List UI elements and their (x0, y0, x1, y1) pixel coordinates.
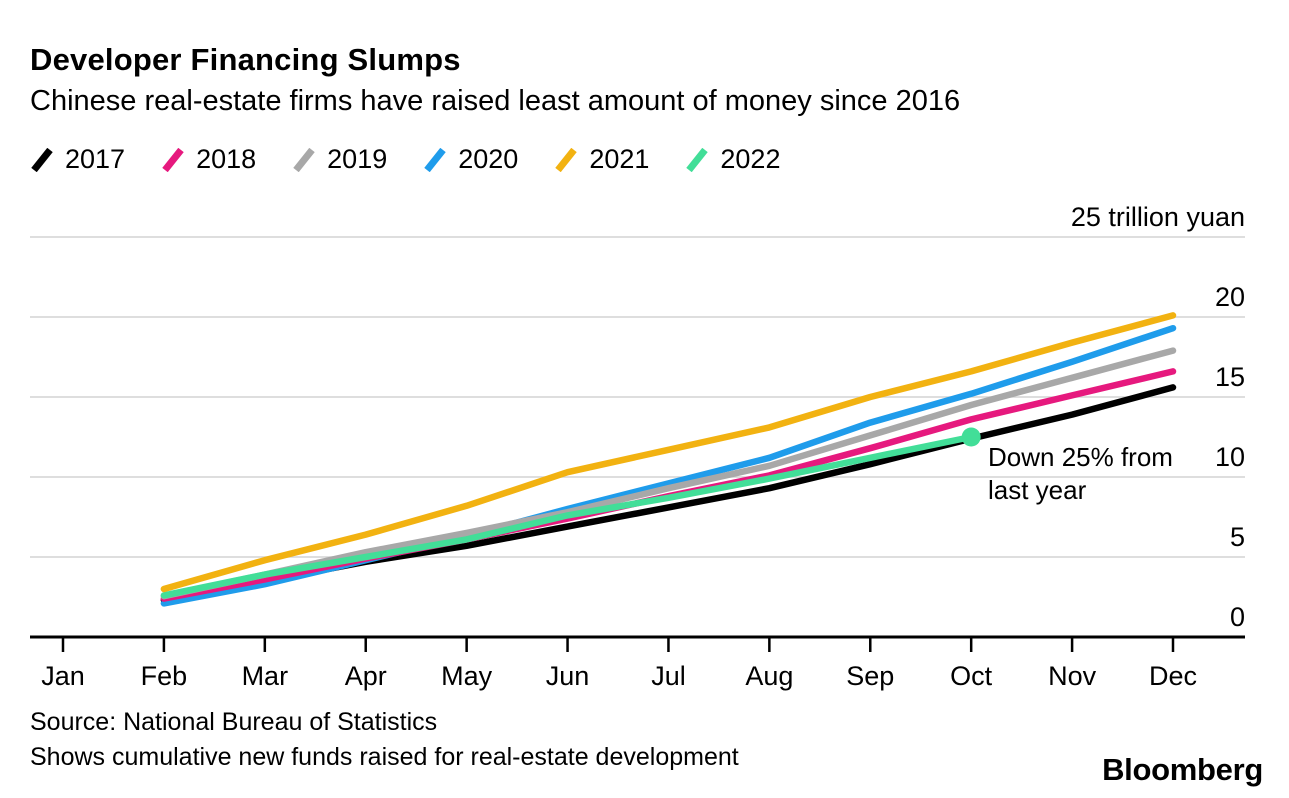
x-axis-label-Sep: Sep (846, 661, 894, 691)
legend-label: 2020 (458, 144, 519, 174)
series-line-2022 (160, 433, 975, 599)
legend-slash-icon (686, 147, 709, 172)
y-axis-label-15: 15 (1215, 362, 1245, 392)
footnote-text: Shows cumulative new funds raised for re… (30, 743, 739, 771)
x-axis-label-Apr: Apr (345, 661, 387, 691)
y-axis-label-5: 5 (1230, 522, 1245, 552)
legend-item-2021: 2021 (554, 144, 649, 175)
legend-label: 2018 (196, 144, 257, 174)
x-axis-label-Aug: Aug (745, 661, 793, 691)
legend-item-2020: 2020 (423, 144, 518, 175)
legend-item-2018: 2018 (161, 144, 256, 175)
chart-annotation: Down 25% from last year (988, 441, 1208, 507)
legend-label: 2017 (65, 144, 126, 174)
x-axis-label-Feb: Feb (141, 661, 188, 691)
legend-item-2017: 2017 (30, 144, 125, 175)
annotation-line-2: last year (988, 475, 1087, 505)
y-axis-label-20: 20 (1215, 282, 1245, 312)
legend-slash-icon (424, 147, 446, 172)
x-axis-label-Oct: Oct (950, 661, 993, 691)
y-axis-label-10: 10 (1215, 442, 1245, 472)
legend-label: 2022 (720, 144, 781, 174)
legend-slash-icon (31, 147, 53, 172)
x-axis-label-Mar: Mar (242, 661, 289, 691)
legend-slash-icon (293, 147, 315, 172)
x-axis-label-Jul: Jul (651, 661, 686, 691)
page-subtitle: Chinese real-estate firms have raised le… (30, 85, 961, 117)
bloomberg-logo: Bloomberg (1102, 752, 1263, 787)
y-axis-label-0: 0 (1230, 602, 1245, 632)
legend-label: 2021 (589, 144, 650, 174)
series-endpoint-dot-2022 (961, 427, 981, 447)
x-axis-label-May: May (441, 661, 493, 691)
x-axis-label-Nov: Nov (1048, 661, 1097, 691)
source-text: Source: National Bureau of Statistics (30, 708, 438, 736)
source-block: Source: National Bureau of Statistics Sh… (30, 705, 739, 775)
legend-slash-icon (162, 147, 184, 172)
legend-item-2022: 2022 (685, 144, 780, 175)
x-axis-label-Jan: Jan (41, 661, 85, 691)
legend: 2017 2018 2019 2020 2021 2022 (30, 144, 780, 175)
y-axis-label-25: 25 trillion yuan (1071, 202, 1245, 232)
x-axis-label-Dec: Dec (1149, 661, 1197, 691)
legend-slash-icon (555, 147, 578, 172)
x-axis-label-Jun: Jun (546, 661, 590, 691)
series-line-2021 (160, 312, 1177, 593)
annotation-line-1: Down 25% from (988, 442, 1173, 472)
legend-item-2019: 2019 (292, 144, 387, 175)
page-title: Developer Financing Slumps (30, 42, 461, 77)
legend-label: 2019 (327, 144, 388, 174)
